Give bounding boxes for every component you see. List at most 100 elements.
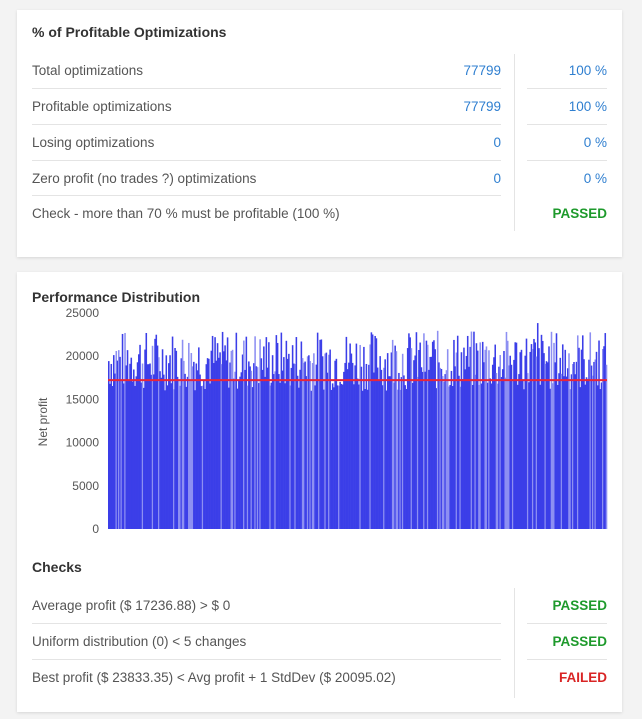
check-label: Average profit ($ 17236.88) > $ 0 [32, 598, 231, 613]
bar [166, 385, 169, 529]
bar [539, 384, 542, 529]
bar [140, 382, 143, 529]
bar [294, 364, 296, 529]
bar [406, 348, 409, 529]
bar [363, 346, 365, 529]
bar [591, 375, 594, 529]
bar [395, 351, 398, 529]
bar [401, 353, 404, 529]
bar [343, 371, 345, 529]
bar [540, 334, 543, 529]
bar [270, 382, 273, 529]
bar [598, 340, 600, 529]
bar [316, 332, 319, 529]
bar [415, 332, 418, 529]
y-tick-label: 5000 [72, 479, 99, 493]
bar [400, 377, 403, 529]
row-divider [527, 88, 607, 89]
bar [215, 360, 218, 529]
bar [135, 376, 138, 529]
bar [596, 385, 599, 529]
bar [551, 383, 554, 529]
bar [433, 340, 435, 529]
bar [531, 348, 534, 529]
bar [488, 350, 490, 529]
bar [220, 364, 223, 529]
bar [173, 389, 175, 529]
bar [233, 378, 235, 529]
bar [230, 350, 233, 529]
bar [179, 385, 181, 529]
bar [553, 342, 555, 529]
bar [403, 375, 405, 529]
row-value: 0 [493, 171, 501, 186]
bar [345, 336, 348, 529]
bar [366, 389, 369, 529]
bar [504, 377, 506, 529]
bar [490, 383, 493, 529]
check-label: Best profit ($ 23833.35) < Avg profit + … [32, 670, 396, 685]
bar [445, 370, 448, 529]
bar [278, 374, 280, 529]
bar [500, 377, 503, 529]
bar [565, 376, 568, 529]
check-row: Uniform distribution (0) < 5 changes PAS… [32, 624, 607, 659]
bar [310, 390, 313, 529]
bar [341, 384, 344, 529]
bar [361, 390, 364, 529]
bar [225, 360, 228, 529]
bar [390, 352, 393, 529]
bar [324, 353, 326, 529]
bar [541, 340, 544, 529]
bar [130, 357, 133, 529]
y-axis-label: Net profit [36, 397, 50, 446]
row-divider [32, 160, 501, 161]
y-tick-label: 15000 [66, 392, 100, 406]
bar [134, 385, 136, 529]
bar [114, 373, 116, 529]
bar [423, 333, 425, 529]
bar [514, 342, 517, 529]
bar [438, 362, 440, 529]
bar [148, 364, 150, 529]
bar [198, 347, 200, 529]
bar [408, 333, 410, 529]
bar [594, 359, 597, 529]
bar [501, 369, 504, 529]
bar [383, 367, 385, 529]
bar [115, 350, 118, 529]
checks-title: Checks [32, 559, 82, 575]
bar [550, 331, 553, 529]
bar [434, 349, 436, 529]
row-value: 0 [493, 135, 501, 150]
status-badge: PASSED [552, 634, 607, 649]
bar [405, 388, 408, 529]
bar [180, 358, 183, 529]
bar [168, 363, 170, 529]
bar [465, 355, 468, 529]
bar [554, 362, 557, 529]
bar [371, 334, 374, 529]
bar [154, 338, 156, 529]
bar-series [108, 323, 608, 529]
bar [369, 344, 371, 529]
bar [499, 355, 501, 529]
bar [599, 389, 602, 529]
row-label: Losing optimizations [32, 135, 155, 150]
row-value: 77799 [463, 63, 501, 78]
bar [320, 339, 323, 529]
bar [388, 376, 390, 529]
bar [430, 356, 433, 529]
bar [196, 370, 199, 529]
bar [214, 337, 216, 529]
bar [288, 353, 290, 529]
bar [555, 333, 558, 529]
bar [249, 366, 251, 529]
bar [165, 355, 168, 529]
bar [169, 355, 171, 529]
bar [139, 344, 141, 529]
bar [201, 385, 204, 529]
bar [469, 346, 471, 529]
bar [306, 356, 309, 529]
bar [238, 379, 240, 529]
